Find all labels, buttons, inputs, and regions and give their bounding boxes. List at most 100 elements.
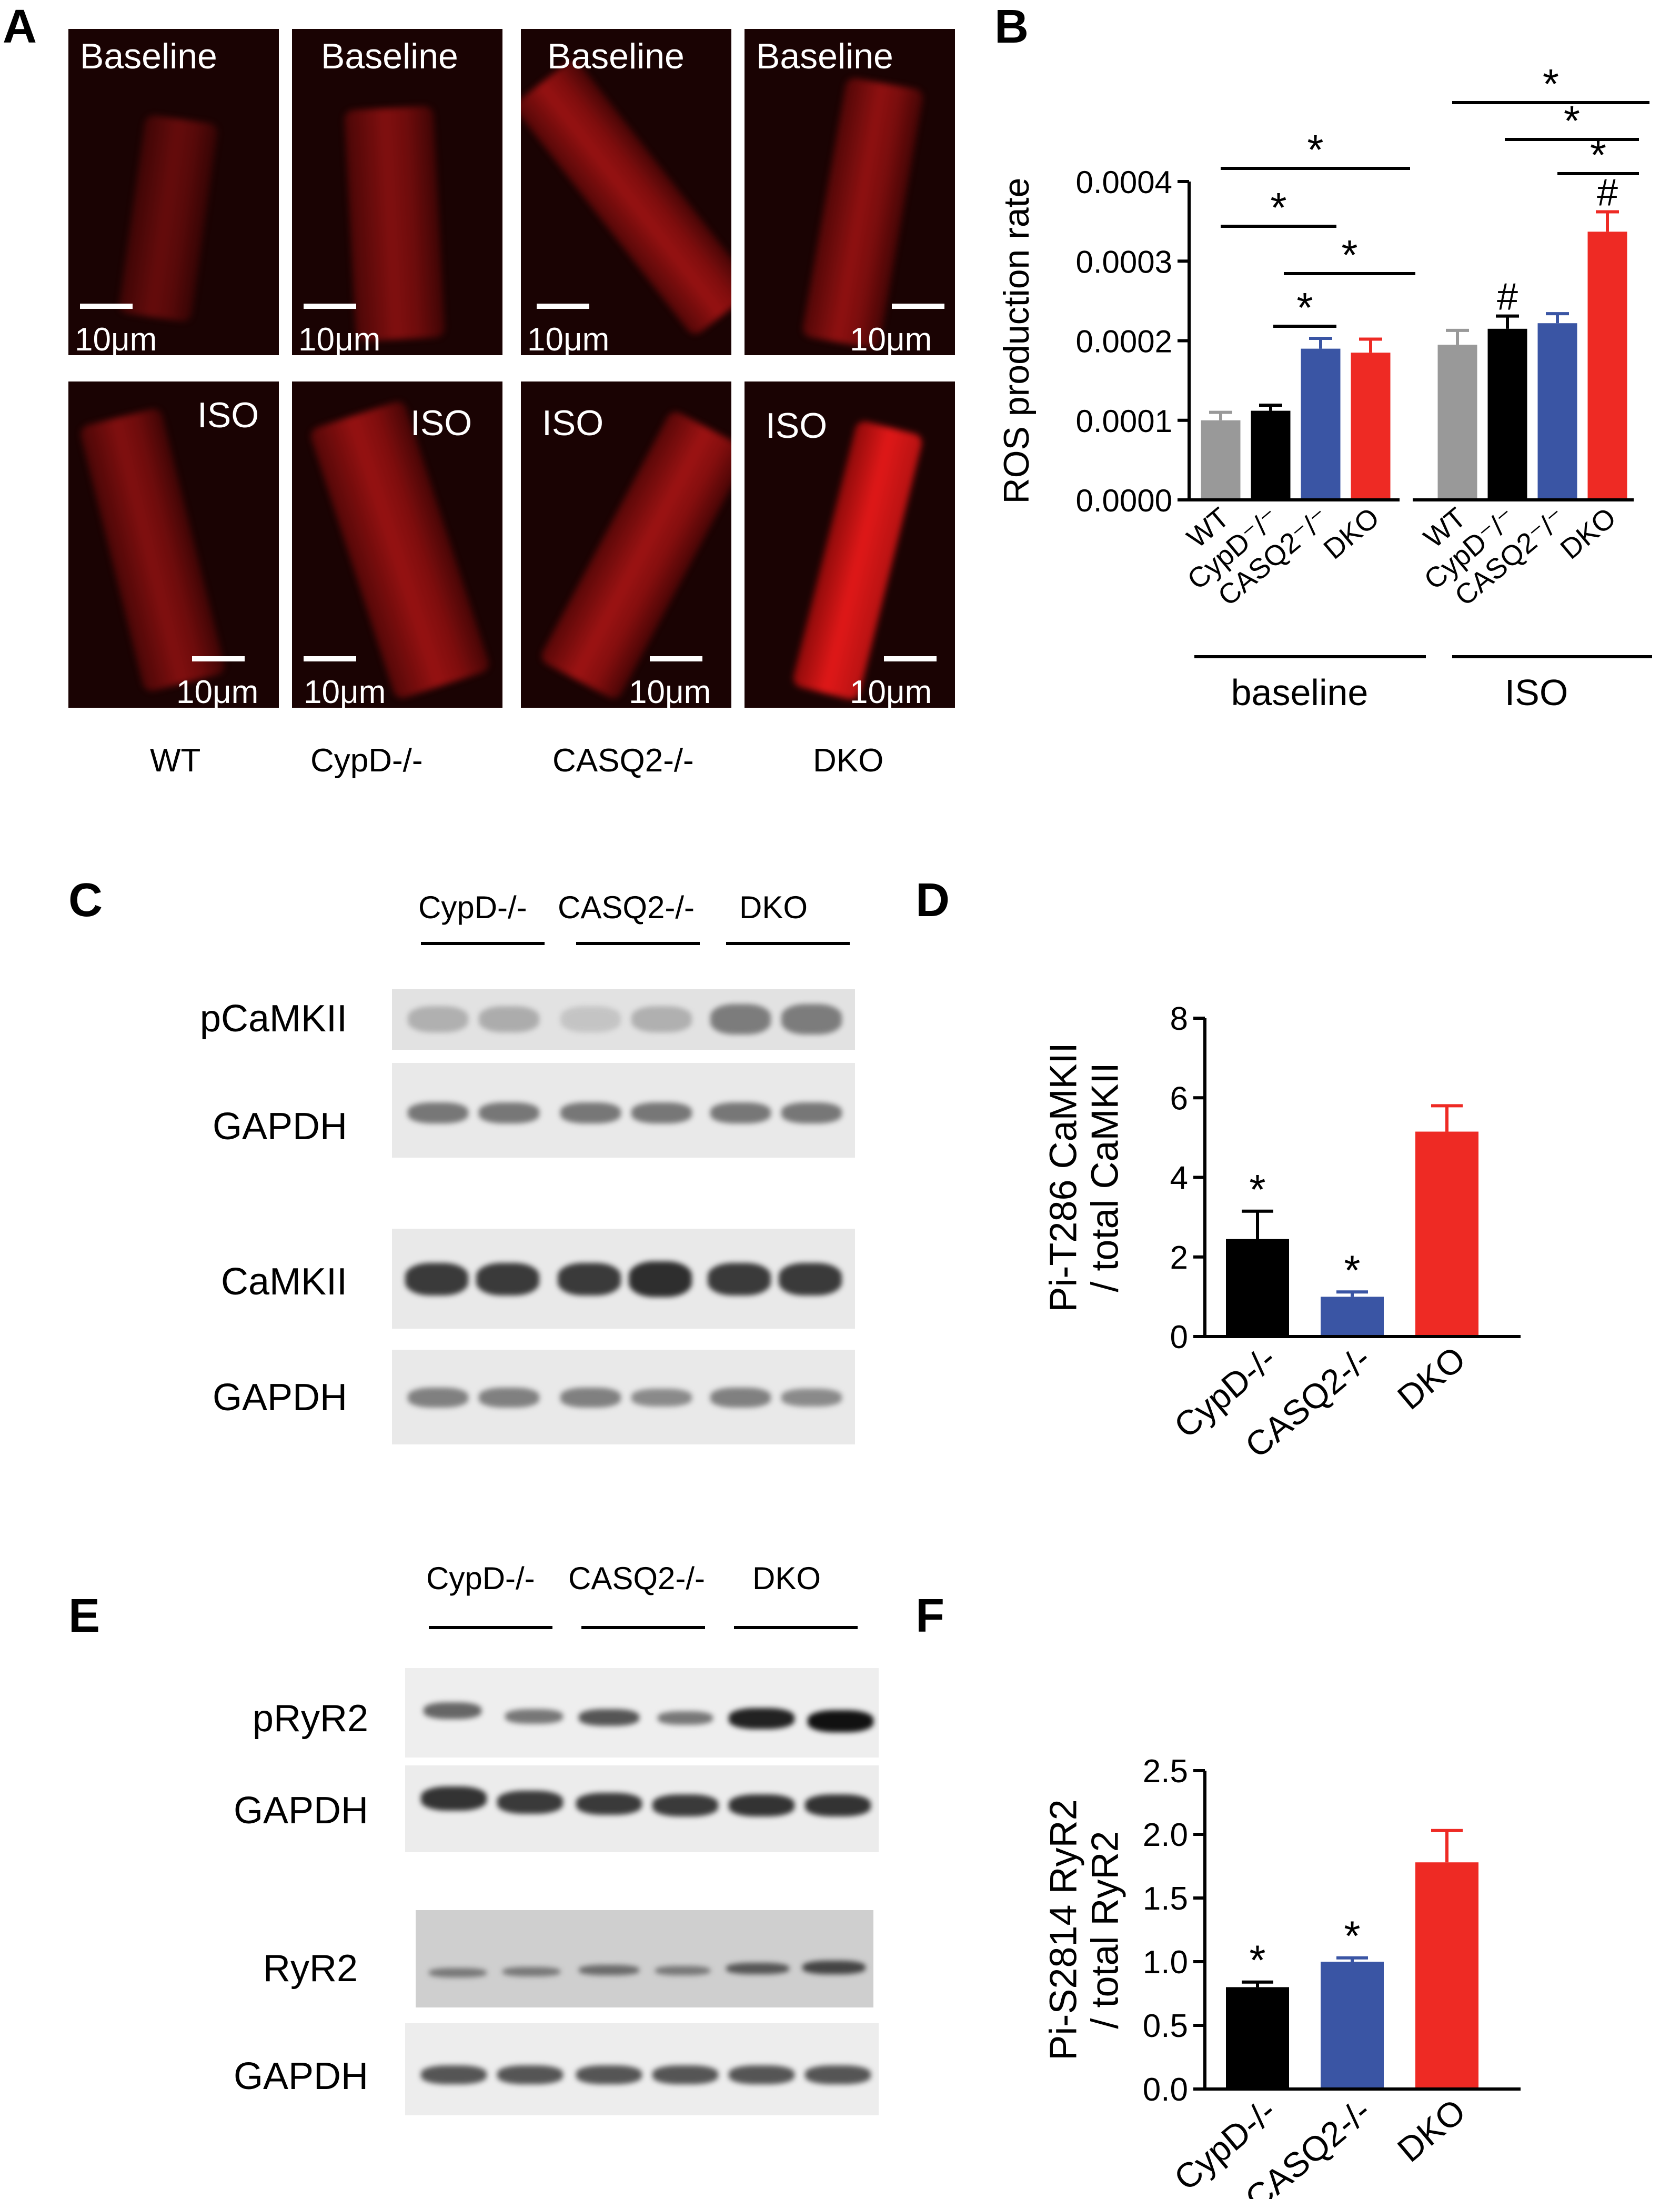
bar — [1226, 1987, 1289, 2089]
panel-letter-e: E — [68, 1590, 100, 1642]
group-label-baseline: baseline — [1231, 672, 1369, 713]
group-underline — [421, 942, 545, 945]
blot-row-label: GAPDH — [212, 1377, 347, 1419]
blot-row-label: GAPDH — [233, 2055, 368, 2097]
condition-label: Baseline — [547, 36, 685, 76]
y-tick-label: 2.5 — [1143, 1753, 1188, 1790]
bar — [1587, 232, 1627, 500]
bar — [1251, 410, 1291, 500]
significance-mark: # — [1497, 276, 1518, 318]
micrograph-cypd-baseline: Baseline 10μm — [292, 29, 502, 355]
scale-bar — [650, 656, 702, 661]
y-axis-label: Pi-S2814 RyR2/ total RyR2 — [1047, 1799, 1126, 2060]
blot-row-label: CaMKII — [220, 1261, 347, 1303]
y-tick-label: 0.0004 — [1075, 165, 1172, 200]
ryr2-bar-chart: 0.0 0.5 1.0 1.5 2.0 2.5 Pi-S2814 RyR2/ total R… — [1047, 1753, 1521, 2199]
group-label-iso: ISO — [1505, 672, 1568, 713]
western-blot-gapdh — [405, 2023, 879, 2115]
scale-label: 10μm — [850, 322, 932, 356]
y-tick-label: 0.0000 — [1075, 483, 1172, 518]
genotype-label-dko: DKO — [813, 742, 884, 779]
significance-star: * — [1270, 184, 1286, 231]
panel-letter-b: B — [994, 1, 1029, 53]
group-underline — [429, 1626, 552, 1629]
x-category-label: DKO — [1390, 1339, 1473, 1417]
micrograph-casq2-iso: ISO 10μm — [521, 381, 731, 708]
y-tick-label: 0.0001 — [1075, 404, 1172, 439]
scale-label: 10μm — [304, 674, 386, 708]
y-tick-label: 8 — [1170, 1001, 1188, 1037]
y-axis-label: ROS production rate — [997, 178, 1037, 504]
western-blot-gapdh — [392, 1063, 855, 1158]
significance-star: * — [1341, 232, 1357, 278]
y-tick-label: 0.0 — [1143, 2072, 1188, 2108]
significance-star: * — [1543, 61, 1559, 107]
scale-label: 10μm — [629, 674, 711, 708]
blot-group-label: DKO — [752, 1561, 821, 1596]
micrograph-cypd-iso: ISO 10μm — [292, 381, 502, 708]
western-blot-camkii — [392, 1229, 855, 1329]
western-blot-gapdh — [392, 1350, 855, 1444]
panel-letter-f: F — [916, 1590, 944, 1642]
significance-mark: * — [1249, 1937, 1265, 1984]
x-category-label: DKO — [1317, 501, 1385, 565]
significance-mark: # — [1597, 172, 1618, 214]
significance-mark: * — [1344, 1913, 1360, 1960]
blot-row-label: GAPDH — [212, 1106, 347, 1148]
genotype-label-casq2: CASQ2-/- — [552, 742, 694, 779]
ros-bar-chart: 0.0000 0.0001 0.0002 0.0003 0.0004 ROS produc… — [997, 61, 1652, 713]
significance-star: * — [1564, 97, 1580, 144]
significance-star: * — [1307, 126, 1323, 173]
condition-label: Baseline — [321, 36, 458, 76]
significance-mark: * — [1249, 1166, 1265, 1213]
condition-label: ISO — [197, 395, 259, 435]
panel-letter-a: A — [3, 1, 37, 53]
condition-label: Baseline — [756, 36, 893, 76]
micrograph-dko-baseline: Baseline 10μm — [745, 29, 955, 355]
blot-group-label: CASQ2-/- — [568, 1561, 706, 1596]
blot-row-label: pRyR2 — [252, 1698, 368, 1740]
y-tick-label: 0.0003 — [1075, 244, 1172, 279]
significance-mark: * — [1344, 1247, 1360, 1293]
scale-label: 10μm — [298, 322, 381, 356]
blot-group-label: CypD-/- — [418, 890, 527, 925]
x-category-label: DKO — [1390, 2091, 1473, 2170]
significance-star: * — [1590, 132, 1606, 178]
bar — [1487, 328, 1527, 500]
bar — [1301, 348, 1341, 500]
scale-label: 10μm — [850, 674, 932, 708]
blot-group-label: CypD-/- — [426, 1561, 535, 1596]
bar — [1437, 345, 1477, 500]
western-blot-pcamkii — [392, 989, 855, 1050]
scale-bar — [304, 656, 356, 661]
blot-row-label: RyR2 — [263, 1947, 358, 1990]
y-tick-label: 1.5 — [1143, 1881, 1188, 1917]
condition-label: ISO — [410, 403, 472, 443]
western-blot-ryr2 — [416, 1910, 873, 2007]
bar — [1351, 353, 1391, 500]
condition-label: Baseline — [80, 36, 217, 76]
panel-letter-c: C — [68, 874, 103, 927]
blot-group-label: DKO — [739, 890, 808, 925]
scale-label: 10μm — [527, 322, 610, 356]
bar — [1415, 1131, 1478, 1337]
scale-bar — [80, 304, 133, 309]
genotype-label-cypd: CypD-/- — [310, 742, 423, 779]
blot-group-label: CASQ2-/- — [558, 890, 695, 925]
scale-bar — [537, 304, 589, 309]
group-underline — [581, 1626, 705, 1629]
bar — [1321, 1297, 1384, 1337]
condition-label: ISO — [766, 406, 828, 446]
scale-label: 10μm — [75, 322, 157, 356]
scale-bar — [192, 656, 245, 661]
y-tick-label: 6 — [1170, 1080, 1188, 1117]
y-tick-label: 2.0 — [1143, 1817, 1188, 1853]
blot-row-label: GAPDH — [233, 1790, 368, 1832]
significance-star: * — [1296, 284, 1313, 331]
micrograph-wt-iso: ISO 10μm — [68, 381, 279, 708]
group-underline — [576, 942, 700, 945]
y-axis-label: Pi-T286 CaMKII/ total CaMKII — [1047, 1042, 1126, 1312]
y-tick-label: 0 — [1170, 1319, 1188, 1355]
micrograph-casq2-baseline: Baseline 10μm — [521, 29, 731, 355]
